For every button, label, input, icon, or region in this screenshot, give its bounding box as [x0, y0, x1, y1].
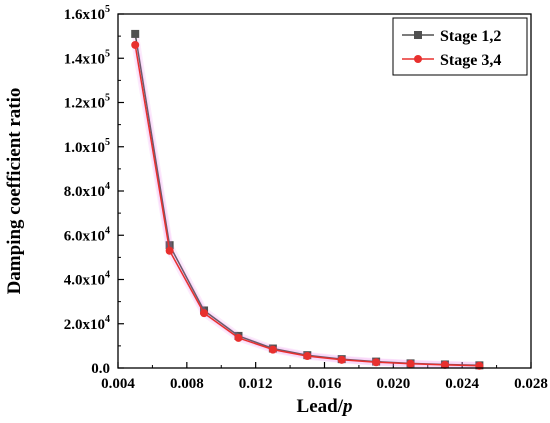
- y-tick-exponent: 4: [105, 270, 110, 281]
- legend-label-stage-1-2: Stage 1,2: [440, 28, 501, 45]
- y-tick-exponent: 4: [105, 314, 110, 325]
- y-tick-label: 1.2x105: [64, 93, 110, 112]
- data-point-circle: [200, 309, 209, 318]
- data-point-circle: [406, 359, 415, 368]
- legend: Stage 1,2 Stage 3,4: [392, 17, 528, 76]
- y-tick-label: 1.0x105: [64, 137, 110, 156]
- y-tick-exponent: 4: [105, 181, 110, 192]
- series-glow: [131, 44, 480, 370]
- series-line-2: [134, 44, 480, 367]
- data-point-square: [165, 241, 174, 250]
- y-tick-label: 2.0x104: [64, 314, 110, 333]
- y-tick-exponent: 5: [105, 48, 110, 59]
- data-point-square: [131, 29, 140, 38]
- y-tick-labels: 0.02.0x1044.0x1046.0x1048.0x1041.0x1051.…: [64, 4, 110, 377]
- legend-label-stage-3-4: Stage 3,4: [440, 52, 501, 69]
- y-tick-mantissa: 8.0x10: [64, 184, 105, 200]
- plot-series: [131, 29, 484, 370]
- y-tick-label: 6.0x104: [64, 225, 110, 244]
- data-point-circle: [372, 358, 381, 367]
- data-point-circle: [303, 352, 312, 361]
- x-tick-labels: 0.004 0.008 0.012 0.016 0.020 0.024 0.028: [101, 376, 548, 392]
- x-tick-label: 0.024: [445, 376, 479, 392]
- y-tick-mantissa: 1.6x10: [64, 7, 105, 23]
- y-tick-label: 1.4x105: [64, 48, 110, 67]
- legend-marker-square: [414, 31, 422, 39]
- x-axis-label-text: Lead/: [297, 396, 344, 417]
- x-tick-label: 0.012: [239, 376, 273, 392]
- y-tick-mantissa: 1.2x10: [64, 96, 105, 112]
- x-tick-label: 0.016: [308, 376, 342, 392]
- legend-marker-circle: [414, 55, 422, 63]
- y-axis-label: Damping coefficient ratio: [4, 88, 25, 295]
- y-tick-label: 4.0x104: [64, 270, 110, 289]
- data-point-circle: [234, 333, 243, 342]
- y-tick-mantissa: 1.4x10: [64, 51, 105, 67]
- x-tick-label: 0.004: [101, 376, 135, 392]
- data-point-circle: [337, 355, 346, 364]
- y-tick-exponent: 5: [105, 4, 110, 15]
- y-tick-mantissa: 1.0x10: [64, 140, 105, 156]
- y-tick-exponent: 5: [105, 137, 110, 148]
- x-axis-label-italic: p: [341, 396, 353, 417]
- data-point-circle: [440, 360, 449, 369]
- y-tick-label: 0.0: [91, 361, 110, 377]
- x-tick-label: 0.008: [170, 376, 204, 392]
- series-glow: [131, 33, 480, 369]
- data-point-circle: [165, 246, 174, 255]
- y-tick-label: 8.0x104: [64, 181, 110, 200]
- series-line-1: [134, 33, 480, 367]
- y-tick-mantissa: 0.0: [91, 361, 110, 377]
- y-tick-mantissa: 4.0x10: [64, 273, 105, 289]
- data-point-circle: [268, 345, 277, 354]
- y-tick-exponent: 5: [105, 93, 110, 104]
- y-tick-exponent: 4: [105, 225, 110, 236]
- x-axis-label: Lead/p: [297, 396, 353, 417]
- y-tick-label: 1.6x105: [64, 4, 110, 23]
- x-tick-label: 0.028: [514, 376, 548, 392]
- plot-frame: [117, 13, 532, 369]
- x-tick-label: 0.020: [376, 376, 410, 392]
- data-point-circle: [131, 40, 140, 49]
- legend-box: [392, 17, 528, 76]
- y-tick-mantissa: 6.0x10: [64, 228, 105, 244]
- y-tick-mantissa: 2.0x10: [64, 317, 105, 333]
